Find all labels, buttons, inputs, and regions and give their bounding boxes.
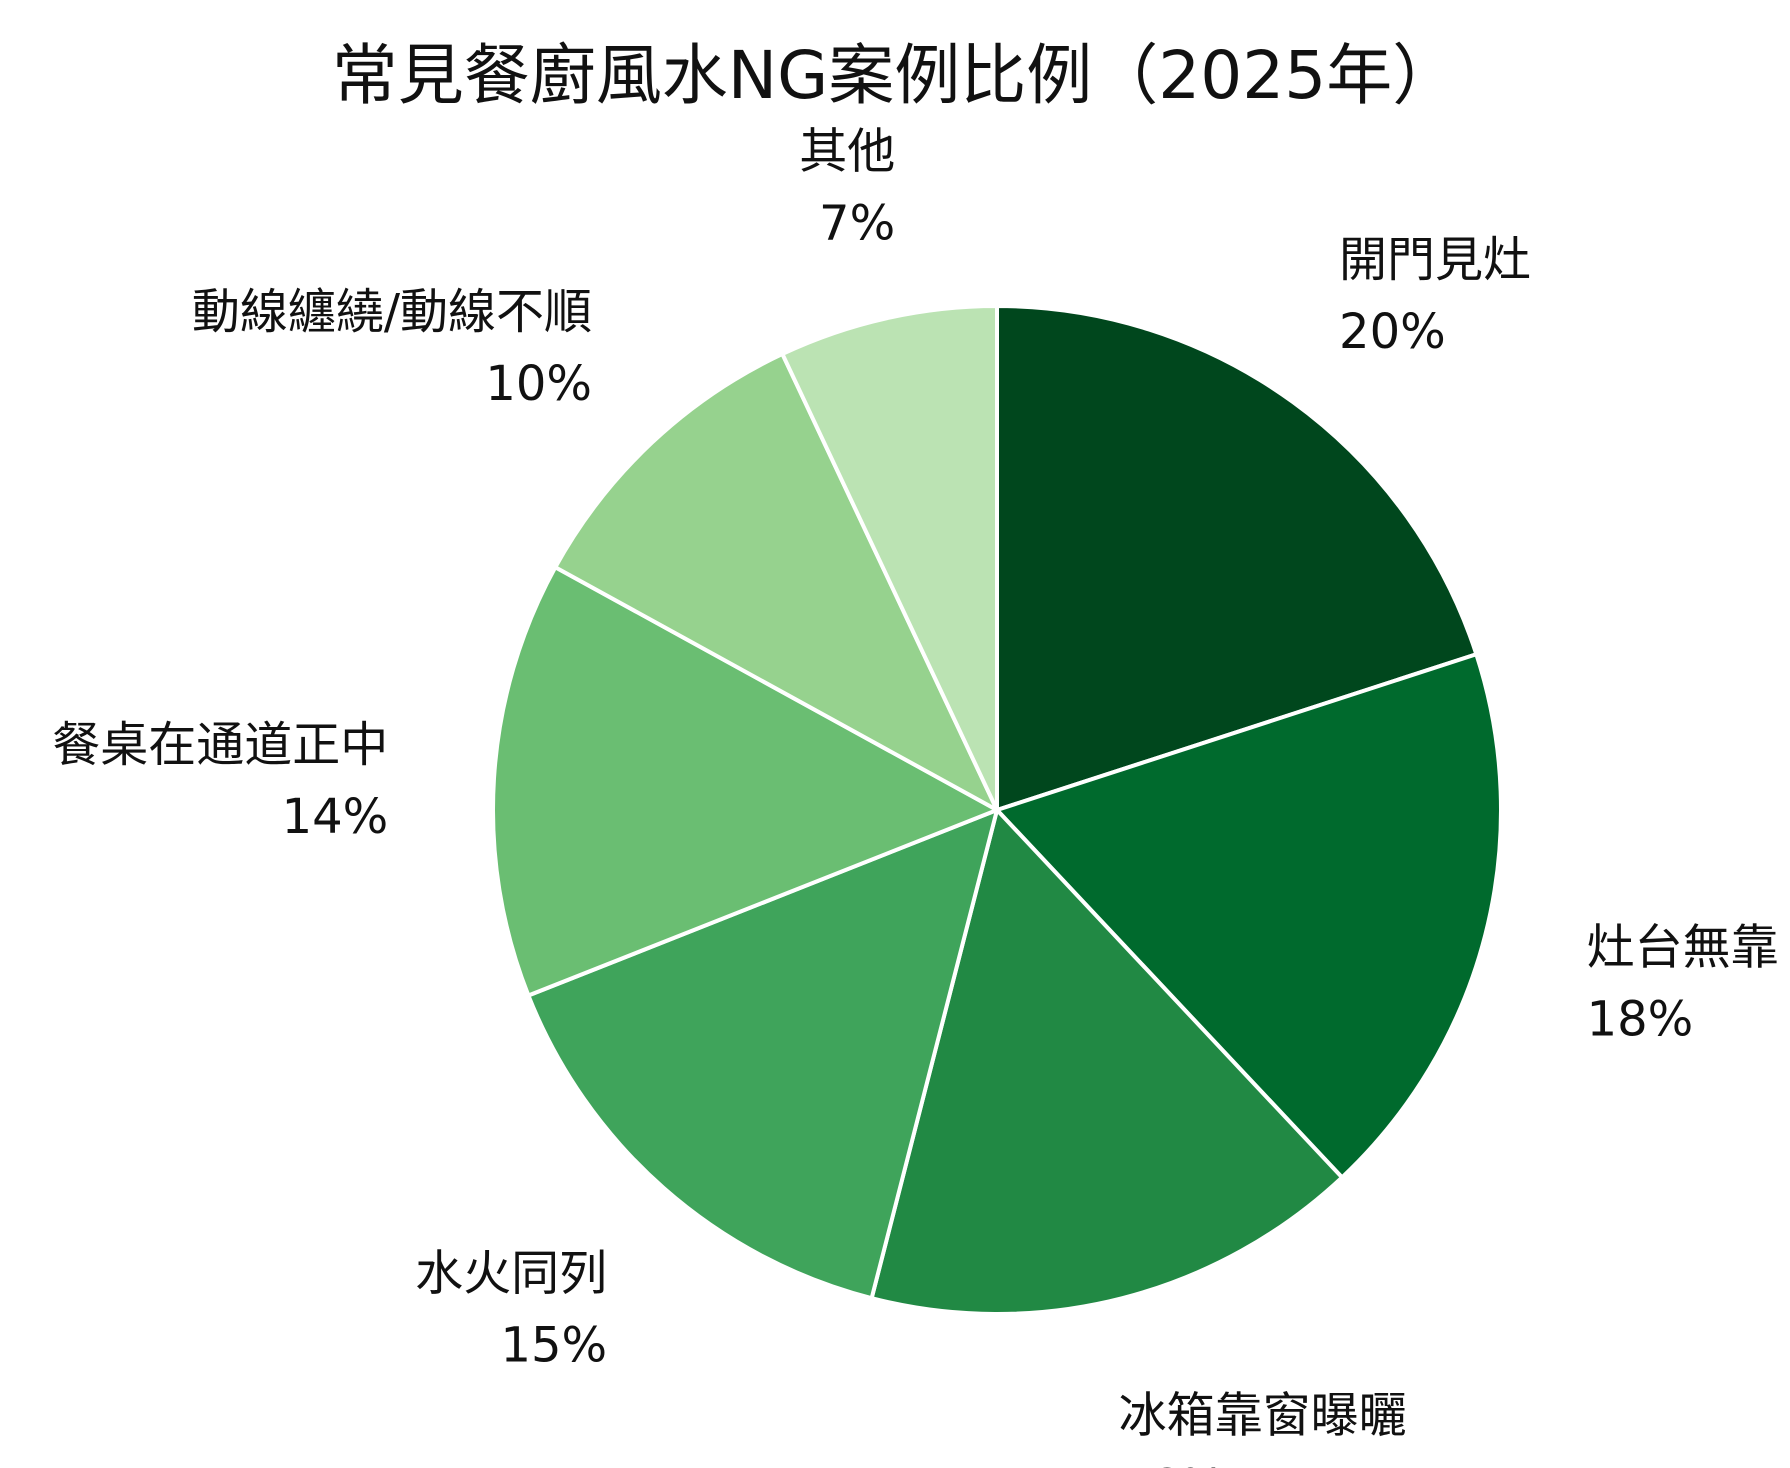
slice-label-name: 開門見灶 (1339, 232, 1531, 288)
slice-label-name: 其他 (799, 124, 895, 180)
pie-slice (491, 565, 999, 998)
slice-label-percent: 20% (1339, 304, 1446, 360)
pie-slice (553, 351, 999, 812)
slice-label-name: 動線纏繞/動線不順 (192, 284, 592, 340)
slice-label-name: 灶台無靠 (1587, 920, 1779, 976)
pie-slice (526, 808, 999, 1301)
chart-title: 常見餐廚風水NG案例比例（2025年） (331, 37, 1459, 114)
slice-label-percent: 14% (282, 789, 389, 845)
slice-label-name: 冰箱靠窗曝曬 (1119, 1388, 1407, 1444)
pie-slice (869, 808, 1345, 1317)
slice-label-percent: 15% (500, 1318, 607, 1374)
pie-slice (995, 304, 1479, 812)
slice-label-name: 水火同列 (415, 1246, 607, 1302)
pie-labels: 開門見灶 20% 灶台無靠 18% 冰箱靠窗曝曬 16% 水火同列 15% 餐桌在通道正中 14%… (52, 124, 1778, 1468)
slice-label-percent: 18% (1587, 992, 1694, 1048)
slice-label-percent: 16% (1119, 1460, 1226, 1468)
slice-label-percent: 10% (485, 356, 592, 412)
pie-slice (780, 304, 999, 812)
slice-label-name: 餐桌在通道正中 (52, 717, 388, 773)
slice-label-percent: 7% (819, 196, 895, 252)
pie-slice (995, 652, 1503, 1180)
pie-slices (491, 304, 1503, 1317)
